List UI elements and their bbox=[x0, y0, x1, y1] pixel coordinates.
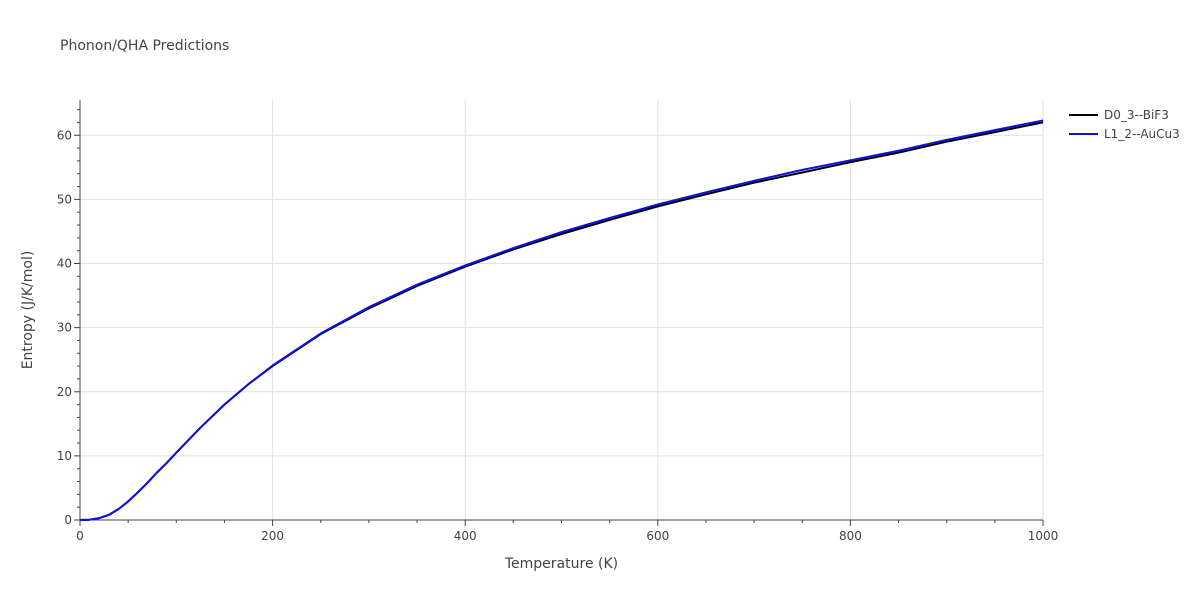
x-axis-label: Temperature (K) bbox=[504, 556, 618, 572]
grid-lines bbox=[80, 100, 1044, 520]
x-tick-label: 400 bbox=[454, 529, 477, 543]
x-tick-label: 600 bbox=[646, 529, 669, 543]
legend[interactable]: D0_3--BiF3 L1_2--AuCu3 bbox=[1069, 108, 1180, 141]
legend-item[interactable]: L1_2--AuCu3 bbox=[1069, 127, 1180, 141]
y-axis-label: Entropy (J/K/mol) bbox=[20, 251, 36, 370]
legend-label: D0_3--BiF3 bbox=[1104, 108, 1169, 122]
y-tick-label: 40 bbox=[57, 257, 72, 271]
y-tick-label: 20 bbox=[57, 385, 72, 399]
y-tick-label: 10 bbox=[57, 449, 72, 463]
y-tick-label: 50 bbox=[57, 192, 72, 206]
series-lines bbox=[79, 119, 1044, 521]
chart-title: Phonon/QHA Predictions bbox=[60, 38, 229, 54]
series-line-1 bbox=[79, 119, 1044, 521]
x-tick-label: 200 bbox=[261, 529, 284, 543]
x-tick-label: 1000 bbox=[1028, 529, 1059, 543]
y-tick-label: 0 bbox=[64, 513, 72, 527]
y-tick-label: 60 bbox=[57, 128, 72, 142]
series-line-0 bbox=[79, 121, 1044, 521]
x-tick-label: 0 bbox=[76, 529, 84, 543]
x-tick-label: 800 bbox=[839, 529, 862, 543]
legend-item[interactable]: D0_3--BiF3 bbox=[1069, 108, 1169, 122]
y-tick-label: 30 bbox=[57, 321, 72, 335]
legend-label: L1_2--AuCu3 bbox=[1104, 127, 1180, 141]
